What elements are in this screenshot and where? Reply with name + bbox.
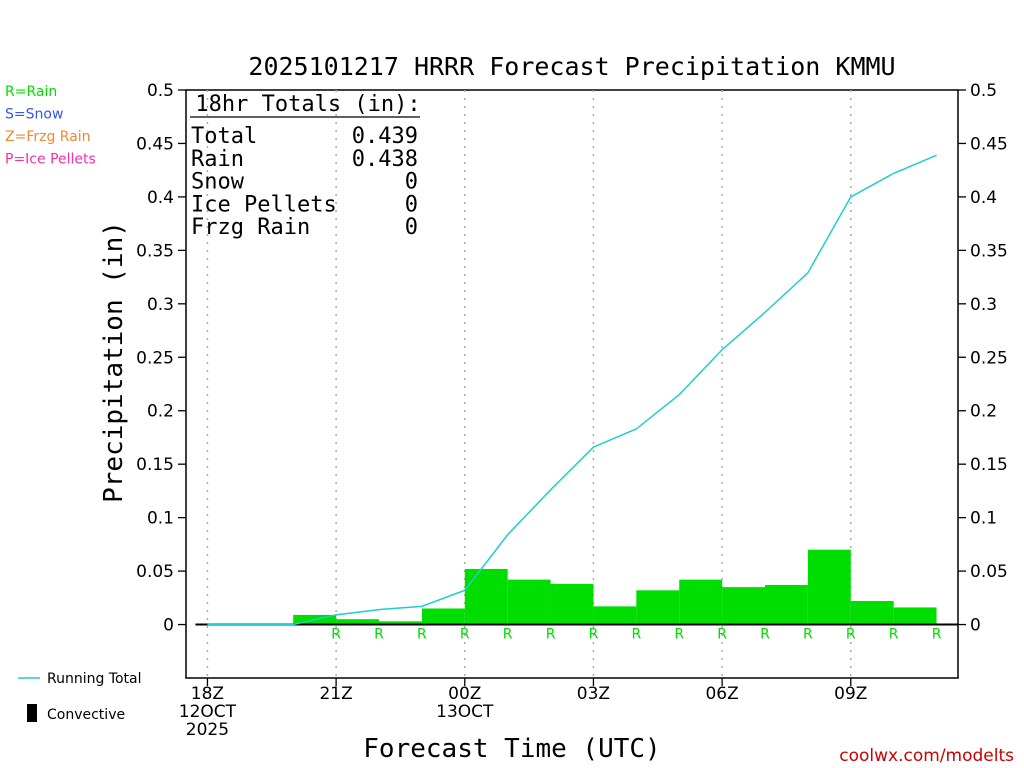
y-tick-right-label: 0.1: [970, 509, 997, 529]
totals-row-label: Snow: [191, 170, 245, 195]
totals-row-value: 0.438: [352, 147, 418, 172]
ptype-marker: R: [417, 627, 427, 643]
x-tick-label: 18Z: [191, 684, 224, 704]
ptype-marker: R: [589, 627, 599, 643]
y-tick-left-label: 0.45: [136, 134, 174, 154]
x-tick-label: 09Z: [834, 684, 867, 704]
precip-bar: [765, 584, 808, 625]
totals-header: 18hr Totals (in):: [195, 92, 420, 117]
precip-bar: [722, 587, 765, 625]
precip-bar: [593, 606, 637, 625]
precip-bar: [850, 601, 894, 625]
totals-row-label: Ice Pellets: [191, 192, 337, 217]
totals-box: 18hr Totals (in): Total 0.439 Rain 0.438 Sno…: [190, 92, 421, 240]
x-tick-label: 00Z: [448, 684, 481, 704]
y-tick-right-label: 0.4: [970, 188, 997, 208]
x-tick-label: 12OCT: [179, 702, 237, 722]
y-tick-left-label: 0: [163, 616, 174, 636]
precip-bar: [421, 608, 465, 625]
precip-bar: [679, 579, 723, 625]
totals-row-value: 0.439: [352, 124, 418, 149]
ptype-marker: R: [374, 627, 384, 643]
ptype-marker: R: [503, 627, 513, 643]
y-tick-right-label: 0: [970, 616, 981, 636]
convective-legend-swatch: [27, 704, 37, 722]
ptype-marker: R: [546, 627, 556, 643]
totals-row-label: Frzg Rain: [191, 215, 310, 240]
legend-item-snow: S=Snow: [5, 107, 63, 123]
y-tick-left-label: 0.15: [136, 455, 174, 475]
totals-row-value: 0: [405, 192, 418, 217]
precip-type-legend: R=Rain S=Snow Z=Frzg Rain P=Ice Pellets: [5, 84, 96, 168]
ptype-marker: R: [460, 627, 470, 643]
y-tick-right-label: 0.15: [970, 455, 1008, 475]
x-tick-label: 13OCT: [436, 702, 494, 722]
y-tick-left-label: 0.5: [147, 81, 174, 101]
y-axis-right: 0 0.05 0.1 0.15 0.2 0.25 0.3 0.35 0.4 0.45 0.5: [958, 81, 1008, 636]
legend-item-ice_pellets: P=Ice Pellets: [5, 152, 96, 168]
y-tick-right-label: 0.45: [970, 134, 1008, 154]
legend-item-rain: R=Rain: [5, 84, 57, 100]
plot-frame: [185, 89, 959, 679]
totals-row-label: Rain: [191, 147, 244, 172]
y-tick-right-label: 0.3: [970, 295, 997, 315]
precip-bar: [893, 607, 937, 625]
y-axis-label: Precipitation (in): [99, 221, 129, 503]
y-tick-left-label: 0.05: [136, 562, 174, 582]
ptype-marker: R: [889, 627, 899, 643]
totals-row-label: Total: [191, 124, 257, 149]
y-tick-left-label: 0.2: [147, 402, 174, 422]
x-axis-label: Forecast Time (UTC): [363, 734, 660, 764]
ptype-marker: R: [932, 627, 942, 643]
precip-bar: [507, 579, 551, 625]
y-tick-right-label: 0.35: [970, 241, 1008, 261]
y-tick-left-label: 0.25: [136, 348, 174, 368]
running-total-line: [207, 154, 937, 626]
ptype-marker: R: [760, 627, 770, 643]
y-axis-left: 0 0.05 0.1 0.15 0.2 0.25 0.3 0.35 0.4 0.45 0.5: [136, 81, 186, 636]
precip-bar: [336, 619, 379, 625]
ptype-marker: R: [717, 627, 727, 643]
totals-row-value: 0: [405, 215, 418, 240]
y-tick-left-label: 0.4: [147, 188, 174, 208]
x-tick-label: 03Z: [577, 684, 610, 704]
precip-bar: [636, 590, 680, 625]
x-tick-label: 06Z: [705, 684, 738, 704]
x-tick-label: 21Z: [319, 684, 352, 704]
precip-bar: [807, 549, 851, 625]
ptype-marker: R: [803, 627, 813, 643]
y-tick-right-label: 0.05: [970, 562, 1008, 582]
running-total-legend-label: Running Total: [47, 671, 142, 687]
chart-title: 2025101217 HRRR Forecast Precipitation K…: [248, 52, 895, 81]
y-tick-left-label: 0.3: [147, 295, 174, 315]
ptype-marker: R: [846, 627, 856, 643]
totals-row-value: 0: [405, 170, 418, 195]
ptype-marker: R: [631, 627, 641, 643]
credit-text: coolwx.com/modelts: [839, 746, 1014, 766]
x-tick-label: 2025: [186, 720, 229, 740]
ptype-marker: R: [331, 627, 341, 643]
y-tick-left-label: 0.35: [136, 241, 174, 261]
y-tick-right-label: 0.5: [970, 81, 997, 101]
ptype-marker: R: [674, 627, 684, 643]
precip-bar: [464, 568, 508, 625]
precip-bar: [379, 621, 422, 625]
precip-bar: [550, 583, 594, 625]
y-tick-right-label: 0.25: [970, 348, 1008, 368]
hourly-precip-bars: [293, 549, 937, 625]
legend-item-frzg_rain: Z=Frzg Rain: [5, 129, 91, 145]
convective-legend-label: Convective: [47, 707, 125, 723]
y-tick-right-label: 0.2: [970, 402, 997, 422]
y-tick-left-label: 0.1: [147, 509, 174, 529]
